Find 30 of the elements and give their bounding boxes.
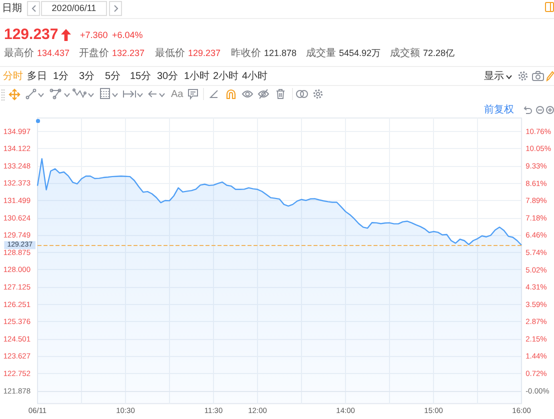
text: 最低价 [155, 48, 185, 59]
text: 分时 [3, 71, 23, 82]
text: 前复权 [484, 104, 514, 116]
text: 2小时 [213, 71, 239, 82]
text: 15分 [130, 71, 152, 82]
text: 最高价 [4, 48, 34, 59]
text: +6.04% [112, 30, 143, 41]
text: 5分 [105, 71, 121, 82]
text: Aa [171, 89, 184, 100]
text: 30分 [157, 71, 178, 82]
text: 134.437 [37, 48, 70, 59]
text: 5454.92万 [339, 48, 381, 59]
text: 1小时 [184, 71, 210, 82]
text: +7.360 [80, 30, 108, 41]
text: 132.237 [112, 48, 145, 59]
text: 1分 [53, 71, 69, 82]
text: 日期 [2, 3, 22, 14]
text: 成交量 [306, 48, 336, 59]
text: 成交额 [390, 48, 420, 59]
text: 72.28亿 [423, 48, 455, 59]
text: 4小时 [242, 71, 268, 82]
text: 3分 [79, 71, 95, 82]
text: 开盘价 [79, 48, 109, 59]
text: 多日 [27, 71, 47, 82]
date-field: 2020/06/11 [41, 1, 107, 16]
text: 昨收价 [231, 48, 261, 59]
text: 129.237 [188, 48, 221, 59]
text: 显示 [484, 71, 504, 82]
text: 121.878 [264, 48, 297, 59]
text: 129.237 [4, 26, 58, 44]
